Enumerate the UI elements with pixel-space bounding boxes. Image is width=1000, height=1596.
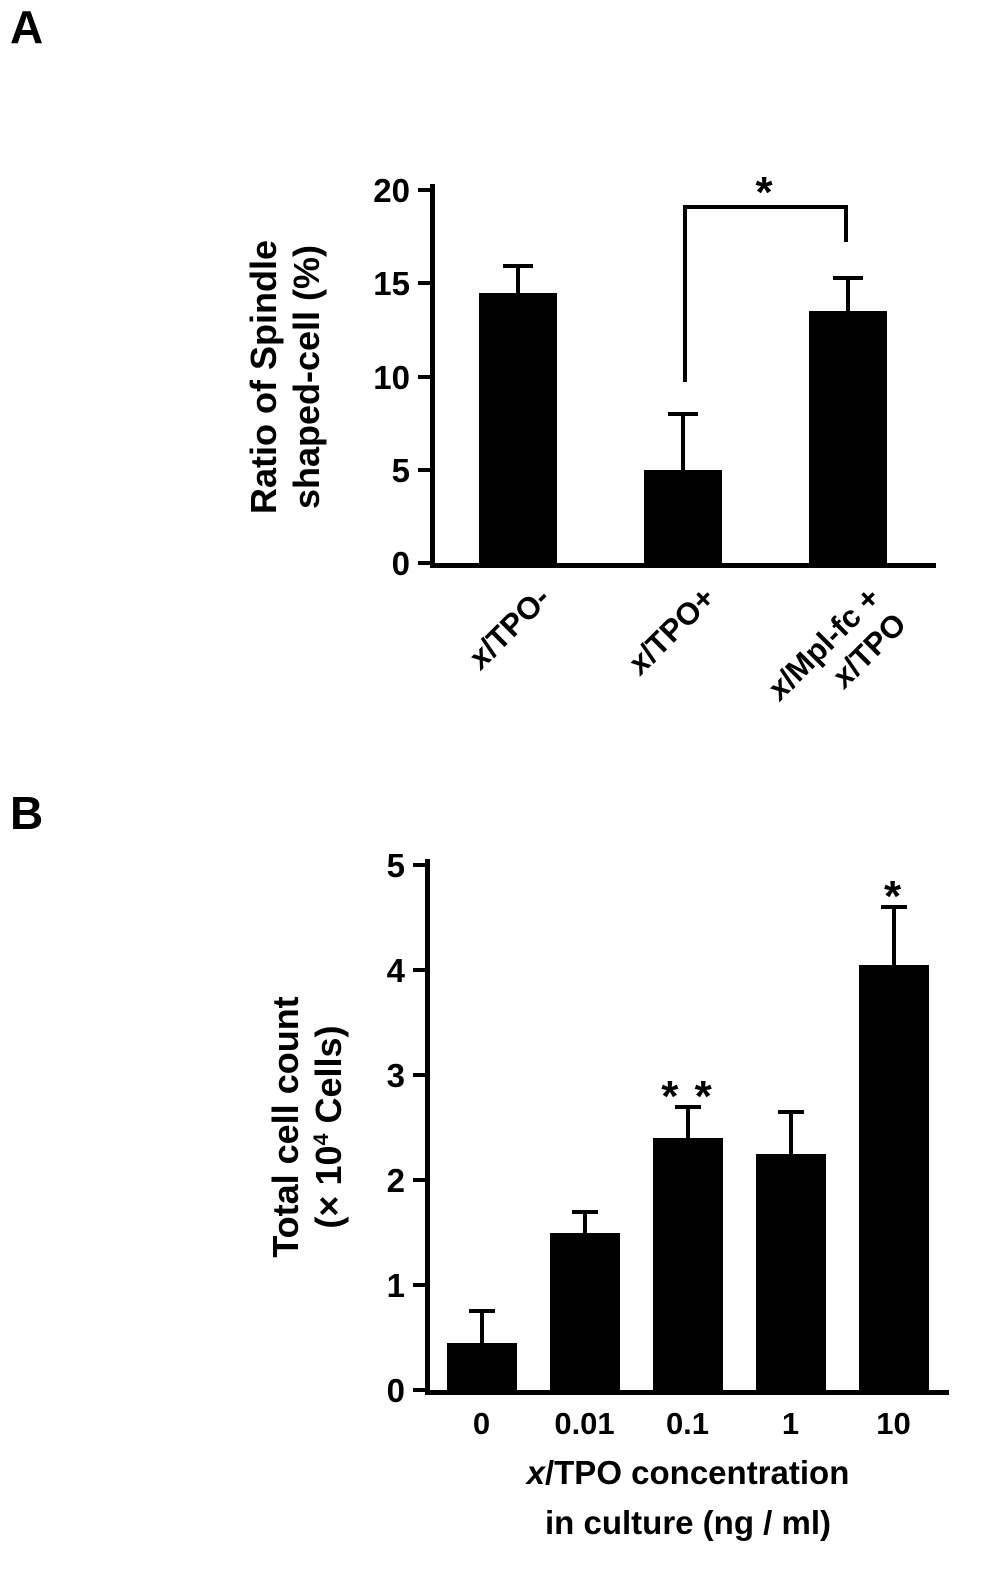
panel-a-label: A bbox=[10, 1, 44, 53]
bar bbox=[446, 1342, 517, 1390]
y-tick-mark bbox=[413, 863, 425, 867]
x-category-label: 0.01 bbox=[554, 1406, 615, 1441]
bracket-right-leg bbox=[843, 204, 848, 243]
x-axis-line bbox=[430, 563, 936, 568]
y-tick-label: 0 bbox=[391, 545, 410, 582]
bracket-asterisk: * bbox=[755, 167, 775, 217]
error-bar-cap bbox=[832, 275, 863, 280]
y-tick-mark bbox=[418, 188, 430, 192]
y-tick-label: 1 bbox=[386, 1267, 405, 1304]
y-tick-mark bbox=[418, 374, 430, 379]
y-tick-label: 2 bbox=[386, 1162, 405, 1199]
error-bar-line bbox=[479, 1311, 484, 1343]
y-axis-title: Total cell count (× 104 Cells) bbox=[264, 996, 349, 1258]
significance-asterisk: * * bbox=[661, 1071, 714, 1121]
y-axis-line bbox=[430, 184, 435, 568]
error-bar-cap bbox=[468, 1309, 495, 1314]
bracket-horizontal-line bbox=[682, 204, 848, 209]
y-tick-label: 20 bbox=[373, 172, 410, 209]
y-tick-mark bbox=[413, 1073, 425, 1077]
x-category-label: 1 bbox=[781, 1406, 800, 1441]
y-tick-mark bbox=[418, 467, 430, 472]
bracket-left-leg bbox=[682, 204, 687, 383]
bar bbox=[478, 292, 557, 563]
bar bbox=[549, 1232, 620, 1390]
panel-b-label: B bbox=[10, 787, 44, 839]
y-tick-label: 5 bbox=[391, 451, 410, 489]
error-bar-cap bbox=[674, 1104, 701, 1109]
significance-asterisk: * bbox=[883, 872, 904, 921]
y-tick-label: 10 bbox=[373, 358, 410, 396]
x-axis-line bbox=[425, 1390, 949, 1395]
error-bar-line bbox=[515, 266, 520, 293]
x-category-label: 0.1 bbox=[665, 1406, 710, 1441]
bar bbox=[858, 964, 929, 1390]
error-bar-cap bbox=[502, 264, 533, 269]
y-tick-mark bbox=[413, 1283, 425, 1287]
bar bbox=[808, 311, 887, 563]
x-axis-title: x/TPO concentration in culture (ng / ml) bbox=[526, 1454, 850, 1541]
y-tick-mark bbox=[413, 1178, 425, 1182]
error-bar-line bbox=[685, 1106, 690, 1138]
error-bar-cap bbox=[571, 1209, 598, 1214]
y-tick-mark bbox=[413, 968, 425, 972]
bar bbox=[643, 469, 722, 563]
bar bbox=[652, 1138, 723, 1390]
y-tick-label: 3 bbox=[386, 1057, 405, 1094]
y-tick-label: 4 bbox=[386, 952, 405, 989]
error-bar-cap bbox=[777, 1109, 804, 1114]
error-bar-line bbox=[582, 1211, 587, 1233]
bar bbox=[755, 1153, 826, 1390]
y-tick-label: 0 bbox=[386, 1372, 405, 1409]
y-tick-mark bbox=[413, 1388, 425, 1392]
y-axis-line bbox=[425, 859, 430, 1395]
error-bar-line bbox=[788, 1111, 793, 1154]
x-category-label: 0 bbox=[472, 1406, 491, 1441]
error-bar-line bbox=[891, 907, 896, 965]
y-tick-mark bbox=[418, 561, 430, 565]
error-bar-line bbox=[845, 277, 850, 312]
error-bar-line bbox=[680, 413, 685, 470]
y-tick-label: 15 bbox=[373, 265, 410, 303]
error-bar-cap bbox=[667, 411, 698, 416]
y-tick-mark bbox=[418, 281, 430, 286]
y-tick-label: 5 bbox=[386, 847, 405, 884]
x-category-label: 10 bbox=[876, 1406, 911, 1441]
error-bar-cap bbox=[880, 905, 907, 909]
